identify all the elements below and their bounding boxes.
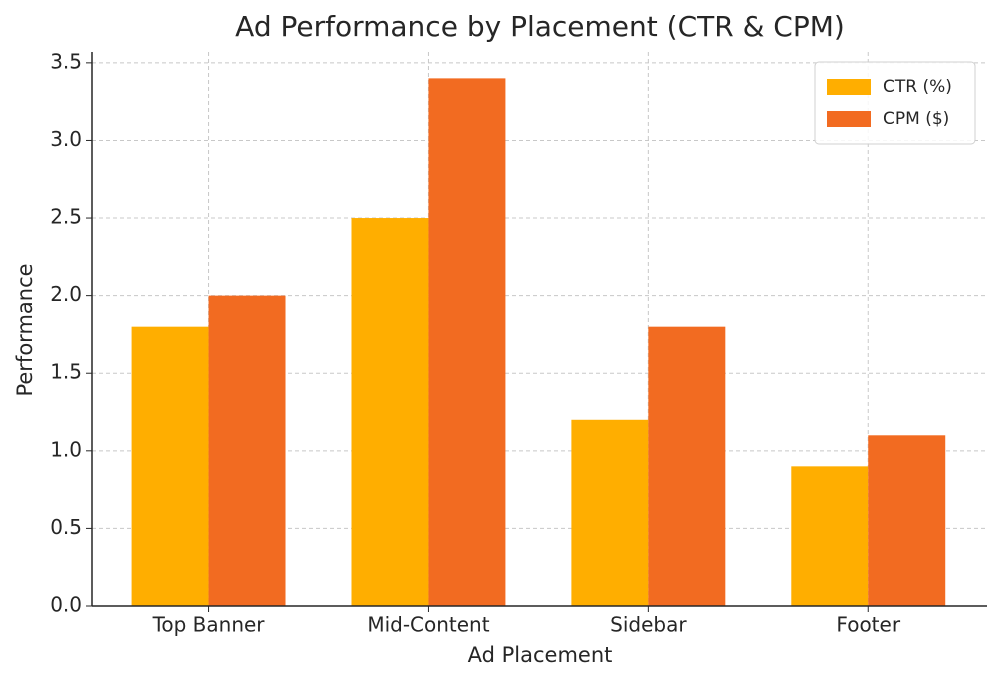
legend-label: CTR (%)	[883, 77, 952, 97]
bar	[571, 419, 649, 606]
bar	[428, 78, 506, 606]
bar	[208, 295, 286, 606]
legend-swatch	[827, 111, 871, 127]
bar	[131, 326, 209, 606]
y-tick-label: 3.5	[50, 49, 82, 73]
y-tick-label: 1.5	[50, 360, 82, 384]
bar	[648, 326, 726, 606]
x-tick-label: Footer	[836, 613, 900, 637]
legend-label: CPM ($)	[883, 109, 949, 129]
legend-box	[814, 61, 976, 145]
y-tick-label: 2.5	[50, 205, 82, 229]
y-tick-label: 0.0	[50, 593, 82, 617]
y-tick-label: 0.5	[50, 515, 82, 539]
bar	[868, 435, 946, 606]
bar	[791, 466, 869, 606]
x-tick-label: Top Banner	[152, 613, 266, 637]
bar	[351, 218, 429, 607]
x-tick-label: Mid-Content	[367, 613, 489, 637]
y-tick-label: 2.0	[50, 282, 82, 306]
y-tick-label: 3.0	[50, 127, 82, 151]
y-axis-label: Performance	[13, 263, 37, 396]
y-tick-label: 1.0	[50, 437, 82, 461]
legend-swatch	[827, 79, 871, 95]
x-axis-label: Ad Placement	[468, 643, 613, 667]
chart-title: Ad Performance by Placement (CTR & CPM)	[235, 10, 845, 43]
x-tick-label: Sidebar	[610, 613, 687, 637]
